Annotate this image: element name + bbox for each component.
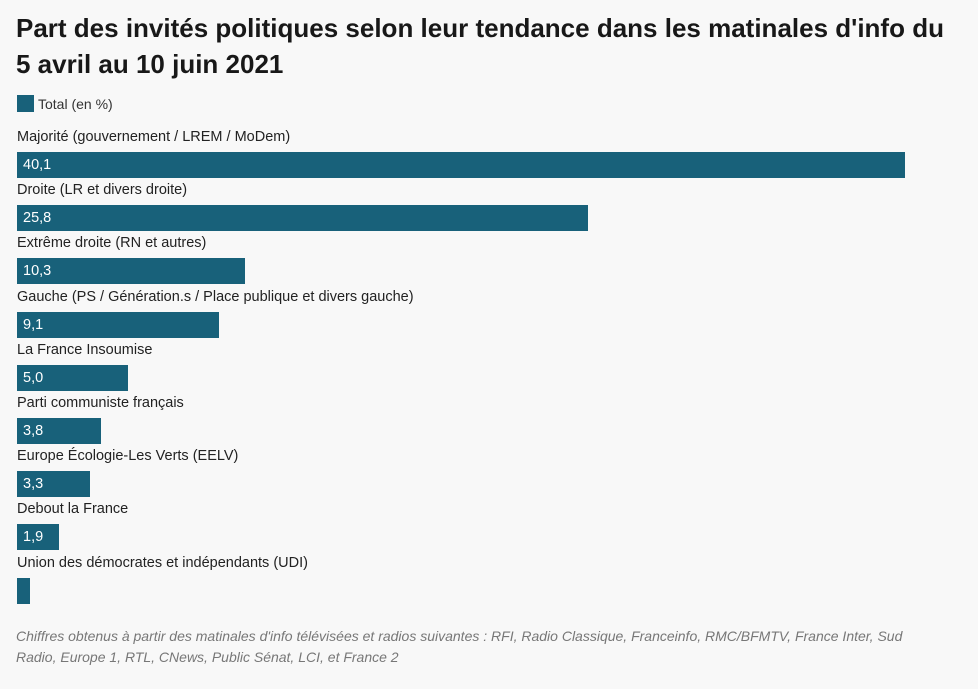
bar-value-label: 5,0 [23, 369, 44, 386]
category-label: Europe Écologie-Les Verts (EELV) [17, 448, 239, 465]
category-label: Droite (LR et divers droite) [17, 182, 188, 199]
legend-swatch [17, 95, 34, 112]
bar-value-label: 3,3 [23, 476, 44, 493]
bar-value-label: 10,3 [23, 263, 52, 280]
category-label: La France Insoumise [17, 341, 153, 358]
category-label: Extrême droite (RN et autres) [17, 235, 207, 252]
bar [17, 205, 589, 232]
bar-value-label: 3,8 [23, 423, 44, 439]
bar-value-label: 9,1 [23, 316, 44, 333]
bar-value-label: 40,1 [23, 157, 52, 173]
category-label: Parti communiste français [17, 395, 184, 411]
bar [17, 524, 60, 551]
category-label: Majorité (gouvernement / LREM / MoDem) [17, 129, 291, 145]
bar [17, 418, 102, 444]
bar [17, 152, 905, 178]
legend-label: Total (en %) [38, 95, 113, 112]
bar [17, 311, 219, 338]
category-label: Union des démocrates et indépendants (UD… [17, 554, 308, 571]
legend: Total (en %) [17, 95, 113, 112]
bar-value-label: 1,9 [23, 529, 44, 546]
bar-chart: Majorité (gouvernement / LREM / MoDem) 40… [17, 129, 905, 604]
bar [17, 577, 31, 604]
bar [17, 258, 246, 285]
bar-value-label: 25,8 [23, 210, 52, 227]
footnote: Chiffres obtenus à partir des matinales … [16, 628, 903, 665]
bar [17, 471, 91, 498]
chart-title: Part des invités politiques selon leur t… [16, 13, 944, 79]
bar [17, 364, 128, 391]
category-label: Debout la France [17, 501, 129, 518]
category-label: Gauche (PS / Génération.s / Place publiq… [17, 288, 414, 305]
